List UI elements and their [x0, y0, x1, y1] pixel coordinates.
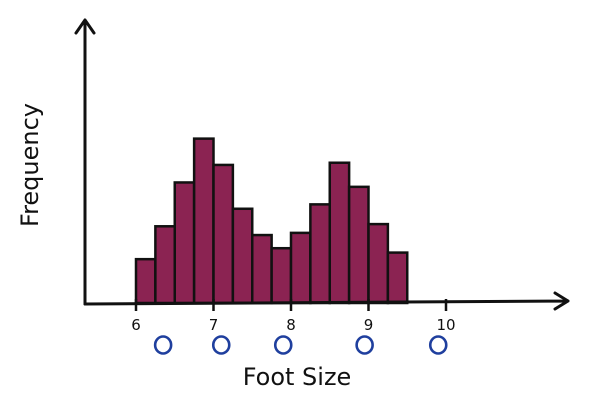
x-axis: [83, 291, 570, 311]
bar-3: [192, 137, 215, 305]
x-tick-label-10: 10: [436, 316, 455, 334]
x-tick-label-7: 7: [209, 316, 219, 334]
bars-group: [134, 137, 409, 305]
data-marker-1: [211, 335, 231, 355]
bar-12: [367, 222, 390, 305]
bar-1: [154, 225, 176, 305]
x-ticks-group: 6 7 8 9 10: [131, 299, 456, 334]
bar-11: [347, 185, 370, 305]
data-marker-4: [428, 335, 448, 355]
bar-13: [386, 251, 409, 305]
bar-6: [251, 233, 273, 305]
bar-0: [134, 257, 157, 305]
x-tick-label-9: 9: [364, 316, 374, 334]
y-axis-label: Frequency: [16, 103, 44, 227]
x-tick-label-6: 6: [131, 316, 141, 334]
x-tick-label-8: 8: [286, 316, 296, 334]
bar-8: [289, 231, 312, 305]
bar-4: [212, 163, 235, 305]
data-marker-0: [153, 335, 173, 355]
y-axis: [74, 18, 96, 306]
x-axis-label: Foot Size: [243, 363, 352, 391]
markers-group: [153, 335, 448, 355]
bar-10: [328, 161, 351, 305]
data-marker-3: [355, 335, 374, 355]
bar-9: [309, 203, 331, 305]
bar-7: [270, 246, 293, 305]
bar-2: [173, 181, 196, 305]
bar-5: [231, 207, 254, 305]
data-marker-2: [273, 335, 293, 355]
